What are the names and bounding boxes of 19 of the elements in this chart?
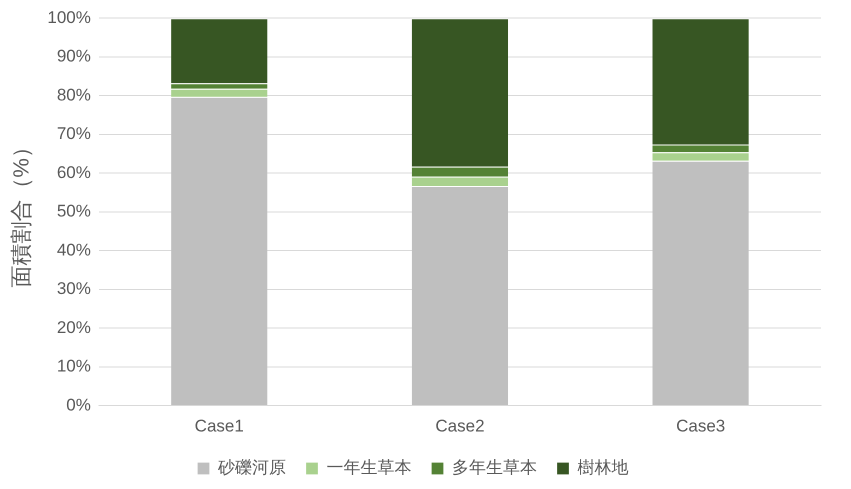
legend-label: 砂礫河原 xyxy=(217,458,286,478)
y-axis-title: 面積割合（%） xyxy=(8,136,34,288)
x-tick-label: Case1 xyxy=(194,416,244,436)
y-tick-label: 40% xyxy=(56,240,91,260)
y-tick-label: 70% xyxy=(56,124,91,144)
y-tick-label: 20% xyxy=(56,318,91,337)
legend-label: 樹林地 xyxy=(578,458,628,478)
y-tick-label: 50% xyxy=(56,202,91,221)
y-tick-label: 100% xyxy=(47,8,91,27)
y-tick-label: 80% xyxy=(56,85,91,104)
y-tick-label: 10% xyxy=(56,356,91,376)
x-tick-label: Case2 xyxy=(435,416,485,436)
x-tick-label: Case3 xyxy=(676,416,726,436)
y-tick-label: 60% xyxy=(56,162,91,182)
y-tick-label: 30% xyxy=(56,279,91,298)
y-tick-label: 90% xyxy=(56,46,91,66)
legend-label: 一年生草本 xyxy=(326,458,412,478)
legend-label: 多年生草本 xyxy=(452,458,537,478)
y-tick-label: 0% xyxy=(66,395,91,414)
